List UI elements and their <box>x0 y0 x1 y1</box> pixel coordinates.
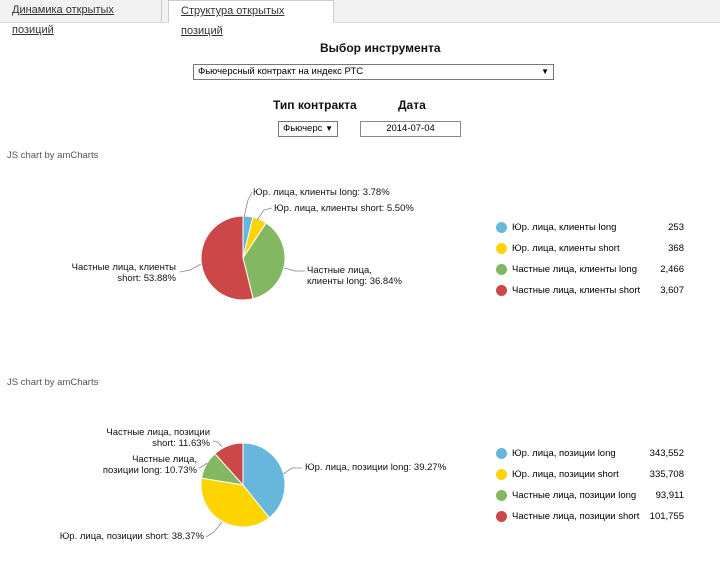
legend-marker <box>496 222 507 233</box>
legend-value: 253 <box>668 222 684 233</box>
label-leader-line <box>243 191 253 218</box>
pie-slice[interactable] <box>242 442 286 519</box>
legend-label: Частные лица, клиенты short <box>512 285 641 296</box>
legend-value: 335,708 <box>649 469 684 480</box>
slice-label: Частные лица, позиции <box>106 427 210 438</box>
pie-slice[interactable] <box>242 222 286 300</box>
slice-label: позиции long: 10.73% <box>103 465 198 476</box>
legend-item[interactable]: Частные лица, клиенты long 2,466 <box>496 262 684 278</box>
legend-marker <box>496 490 507 501</box>
legend-marker <box>496 469 507 480</box>
tab-bar: Динамика открытых позиций Структура откр… <box>0 0 720 37</box>
legend-marker <box>496 285 507 296</box>
pie-slice[interactable] <box>214 442 244 487</box>
instrument-heading: Выбор инструмента <box>320 41 441 55</box>
label-leader-line <box>282 467 302 475</box>
chart-credit-1[interactable]: JS chart by amCharts <box>7 150 99 161</box>
tab-position-dynamics[interactable]: Динамика открытых позиций <box>0 0 162 36</box>
label-leader-line <box>179 263 202 273</box>
slice-label: Юр. лица, клиенты long: 3.78% <box>253 187 390 198</box>
legend-marker <box>496 511 507 522</box>
label-leader-line <box>205 521 223 538</box>
chevron-down-icon: ▼ <box>325 124 333 133</box>
legend-value: 3,607 <box>660 285 684 296</box>
legend-label: Частные лица, позиции long <box>512 490 637 501</box>
pie-slice[interactable] <box>200 215 254 301</box>
slice-label: short: 53.88% <box>117 273 176 284</box>
legend-value: 368 <box>668 243 684 254</box>
legend-item[interactable]: Юр. лица, позиции long 343,552 <box>496 446 684 462</box>
chevron-down-icon: ▼ <box>541 67 549 76</box>
date-input[interactable]: 2014-07-04 <box>360 121 461 137</box>
contract-type-select[interactable]: Фьючерс ▼ <box>278 121 338 137</box>
label-leader-line <box>256 207 273 221</box>
legend-label: Частные лица, клиенты long <box>512 264 637 275</box>
legend-value: 93,911 <box>655 490 684 501</box>
legend-marker <box>496 243 507 254</box>
legend-label: Юр. лица, клиенты short <box>512 243 620 254</box>
slice-label: клиенты long: 36.84% <box>307 276 402 287</box>
label-leader-line <box>212 440 223 448</box>
legend-item[interactable]: Частные лица, клиенты short 3,607 <box>496 283 684 299</box>
slice-label: Частные лица, клиенты <box>72 262 177 273</box>
instrument-select[interactable]: Фьючерсный контракт на индекс РТС ▼ <box>193 64 554 80</box>
slice-label: Юр. лица, клиенты short: 5.50% <box>274 203 414 214</box>
legend-label: Юр. лица, позиции short <box>512 469 619 480</box>
instrument-select-value: Фьючерсный контракт на индекс РТС <box>198 66 364 77</box>
legend-item[interactable]: Юр. лица, позиции short 335,708 <box>496 467 684 483</box>
legend-value: 101,755 <box>649 511 684 522</box>
chart-credit-2[interactable]: JS chart by amCharts <box>7 377 99 388</box>
contract-type-heading: Тип контракта <box>273 98 357 112</box>
legend-marker <box>496 448 507 459</box>
contract-type-select-value: Фьючерс <box>283 123 323 134</box>
legend-marker <box>496 264 507 275</box>
slice-label: Юр. лица, позиции long: 39.27% <box>305 462 447 473</box>
slice-label: short: 11.63% <box>152 438 210 449</box>
legend-label: Юр. лица, клиенты long <box>512 222 617 233</box>
tab-position-structure[interactable]: Структура открытых позиций <box>168 0 334 37</box>
legend-value: 2,466 <box>660 264 684 275</box>
pie-slice[interactable] <box>200 477 270 528</box>
legend-item[interactable]: Юр. лица, клиенты long 253 <box>496 220 684 236</box>
legend-item[interactable]: Частные лица, позиции long 93,911 <box>496 488 684 504</box>
legend-label: Частные лица, позиции short <box>512 511 640 522</box>
label-leader-line <box>198 462 208 469</box>
slice-label: Частные лица, <box>307 265 372 276</box>
label-leader-line <box>283 267 305 272</box>
legend-item[interactable]: Юр. лица, клиенты short 368 <box>496 241 684 257</box>
slice-label: Частные лица, <box>132 454 197 465</box>
legend-label: Юр. лица, позиции long <box>512 448 616 459</box>
slice-label: Юр. лица, позиции short: 38.37% <box>60 531 205 542</box>
legend-item[interactable]: Частные лица, позиции short 101,755 <box>496 509 684 525</box>
date-heading: Дата <box>398 98 426 112</box>
legend-value: 343,552 <box>649 448 684 459</box>
